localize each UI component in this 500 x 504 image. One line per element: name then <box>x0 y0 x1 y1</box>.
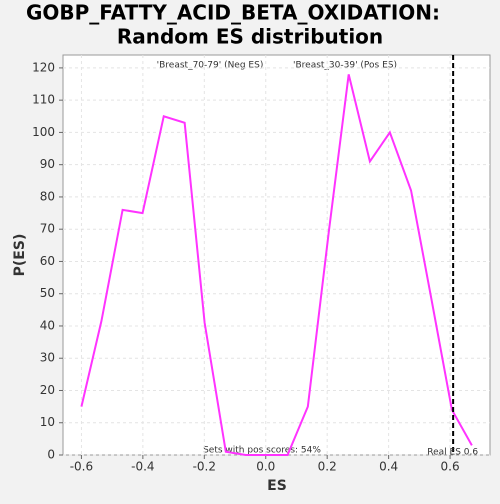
legend-neg: 'Breast_70-79' (Neg ES) <box>157 61 264 71</box>
x-tick-label: -0.2 <box>193 460 216 474</box>
y-tick-label: 10 <box>40 415 55 429</box>
chart-subtitle: Random ES distribution <box>117 25 383 49</box>
y-tick-label: 40 <box>40 318 55 332</box>
chart-title: GOBP_FATTY_ACID_BETA_OXIDATION: <box>26 1 440 25</box>
y-tick-label: 100 <box>32 125 55 139</box>
x-axis-label: ES <box>267 478 287 494</box>
y-tick-label: 120 <box>32 60 55 74</box>
y-tick-label: 70 <box>40 222 55 236</box>
y-tick-label: 20 <box>40 383 55 397</box>
y-axis-label: P(ES) <box>12 234 28 277</box>
x-tick-label: 0.2 <box>318 460 337 474</box>
y-tick-label: 30 <box>40 351 55 365</box>
x-tick-label: -0.6 <box>70 460 93 474</box>
x-tick-label: 0.0 <box>256 460 275 474</box>
plot-area <box>62 54 491 456</box>
x-tick-label: 0.6 <box>441 460 460 474</box>
x-tick-label: -0.4 <box>131 460 154 474</box>
annotation: Sets with pos scores: 54% <box>203 446 321 456</box>
y-tick-label: 60 <box>40 254 55 268</box>
legend-pos: 'Breast_30-39' (Pos ES) <box>293 61 397 71</box>
y-tick-label: 110 <box>32 93 55 107</box>
y-tick-label: 80 <box>40 189 55 203</box>
real-es-label: Real ES 0.6 <box>427 448 478 458</box>
line-series <box>80 74 473 456</box>
y-tick-label: 0 <box>47 448 55 462</box>
y-tick-label: 50 <box>40 286 55 300</box>
x-tick-label: 0.4 <box>379 460 398 474</box>
y-tick-label: 90 <box>40 157 55 171</box>
